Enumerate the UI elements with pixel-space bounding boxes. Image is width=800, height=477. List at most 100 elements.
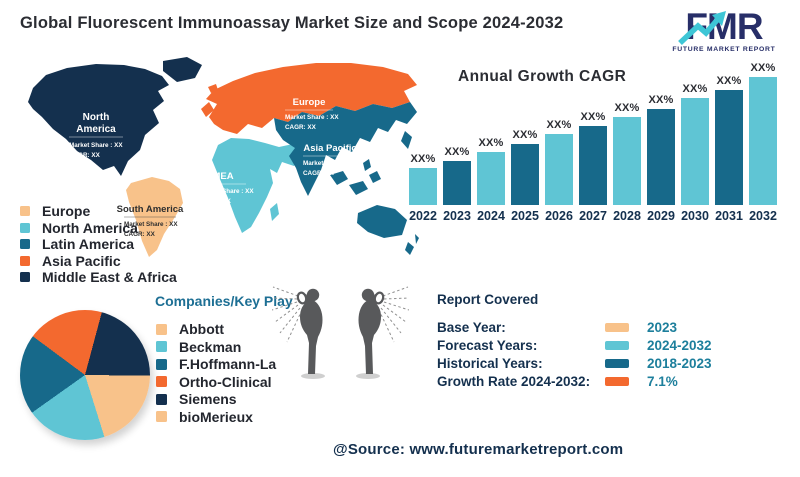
greenland-shape bbox=[163, 57, 202, 82]
iceland-shape bbox=[208, 84, 218, 93]
figure-shadow bbox=[301, 373, 325, 379]
sea-island-shape bbox=[349, 181, 368, 195]
legend-label: Abbott bbox=[179, 321, 225, 337]
sound-rays bbox=[378, 286, 409, 343]
madagascar-shape bbox=[270, 203, 279, 221]
logo-tagline: FUTURE MARKET REPORT bbox=[672, 46, 775, 53]
bar-value-label: XX% bbox=[648, 94, 674, 106]
map-region-mea bbox=[212, 138, 302, 233]
report-row-value: 2024-2032 bbox=[647, 337, 712, 353]
report-row-swatch bbox=[605, 322, 629, 332]
region-market-share: Market Share : XX bbox=[285, 114, 339, 121]
map-label-north-america: North America Market Share : XX CAGR: XX bbox=[69, 112, 123, 159]
bar-2026: XX% 2026 bbox=[545, 119, 573, 223]
legend-swatch bbox=[156, 376, 167, 387]
legend-swatch bbox=[20, 222, 30, 233]
bar-2028: XX% 2028 bbox=[613, 102, 641, 223]
bar-rect bbox=[443, 161, 471, 205]
company-list-item: bioMerieux bbox=[156, 410, 276, 424]
bar-value-label: XX% bbox=[410, 153, 436, 165]
legend-label: Europe bbox=[42, 203, 91, 219]
figure-head bbox=[306, 288, 320, 302]
bar-2024: XX% 2024 bbox=[477, 137, 505, 223]
legend-swatch bbox=[156, 393, 167, 405]
legend-swatch bbox=[156, 323, 167, 335]
bar-value-label: XX% bbox=[546, 119, 572, 131]
region-market-share: Market Share : XX bbox=[69, 142, 123, 149]
bar-year-label: 2032 bbox=[749, 209, 777, 223]
region-name: North bbox=[83, 112, 110, 123]
region-legend-item: Asia Pacific bbox=[20, 254, 177, 268]
report-covered-panel: Report Covered Base Year: 2023 Forecast Ye… bbox=[437, 292, 767, 390]
bar-rect bbox=[613, 117, 641, 205]
sea-island-shape bbox=[369, 171, 381, 183]
africa-arabia-shape bbox=[212, 138, 302, 233]
company-list-item: Ortho-Clinical bbox=[156, 375, 276, 389]
region-cagr: CAGR: XX bbox=[285, 124, 317, 131]
legend-label: Middle East & Africa bbox=[42, 269, 177, 285]
company-list-item: Siemens bbox=[156, 392, 276, 406]
report-row-value: 2018-2023 bbox=[647, 355, 712, 371]
legend-swatch bbox=[20, 206, 30, 216]
bar-rect bbox=[511, 144, 539, 205]
bar-value-label: XX% bbox=[716, 75, 742, 87]
figure-body bbox=[358, 300, 381, 374]
bar-2022: XX% 2022 bbox=[409, 153, 437, 223]
legend-swatch bbox=[20, 272, 30, 282]
announcer-megaphone-icon bbox=[356, 286, 409, 379]
world-map: North America Market Share : XX CAGR: XX… bbox=[28, 57, 419, 257]
bar-value-label: XX% bbox=[580, 111, 606, 123]
bar-year-label: 2025 bbox=[511, 209, 539, 223]
report-row: Base Year: 2023 bbox=[437, 318, 767, 336]
figure-shadow bbox=[356, 373, 380, 379]
bar-value-label: XX% bbox=[444, 146, 470, 158]
bar-year-label: 2029 bbox=[647, 209, 675, 223]
bar-value-label: XX% bbox=[682, 83, 708, 95]
bar-year-label: 2030 bbox=[681, 209, 709, 223]
bar-rect bbox=[579, 126, 607, 205]
bar-2025: XX% 2025 bbox=[511, 129, 539, 223]
bar-2030: XX% 2030 bbox=[681, 83, 709, 223]
bar-rect bbox=[647, 109, 675, 205]
australia-shape bbox=[357, 205, 407, 238]
report-row-label: Historical Years: bbox=[437, 355, 543, 371]
company-share-pie-chart bbox=[20, 310, 150, 440]
bar-rect bbox=[545, 134, 573, 205]
region-legend: Europe North America Latin America Asia Pac… bbox=[20, 204, 177, 287]
region-cagr: CAGR: XX bbox=[69, 152, 101, 159]
bar-value-label: XX% bbox=[750, 62, 776, 74]
legend-label: F.Hoffmann-La bbox=[179, 356, 277, 372]
legend-swatch bbox=[20, 255, 30, 266]
announcer-megaphone-icon bbox=[272, 286, 325, 379]
japan-shape bbox=[401, 131, 412, 149]
report-row-swatch bbox=[605, 376, 629, 386]
bar-year-label: 2022 bbox=[409, 209, 437, 223]
report-row-value: 2023 bbox=[647, 319, 678, 335]
legend-label: North America bbox=[42, 219, 138, 236]
bar-value-label: XX% bbox=[614, 102, 640, 114]
map-region-europe bbox=[201, 63, 417, 134]
megaphone-icon bbox=[296, 291, 308, 305]
bar-chart-title: Annual Growth CAGR bbox=[458, 68, 627, 85]
bar-rect bbox=[749, 77, 777, 205]
north-america-shape bbox=[28, 64, 169, 176]
sea-island-shape bbox=[330, 171, 348, 185]
asia-shape bbox=[274, 102, 417, 196]
map-region-north-america bbox=[28, 57, 202, 176]
region-cagr: CAGR: XX bbox=[124, 231, 156, 238]
region-name: Asia Pacific bbox=[303, 143, 356, 154]
legend-label: Latin America bbox=[42, 236, 135, 252]
legend-label: Ortho-Clinical bbox=[179, 373, 272, 390]
bar-2032: XX% 2032 bbox=[749, 62, 777, 223]
map-label-asia-pacific: Asia Pacific Market Share : XX CAGR: XX bbox=[303, 143, 357, 177]
map-label-mea: MEA Market Share : XX CAGR: XX bbox=[200, 171, 254, 205]
report-row-swatch bbox=[605, 340, 629, 350]
region-market-share: Market Share : XX bbox=[303, 160, 357, 167]
europe-shape bbox=[206, 63, 417, 134]
report-row: Forecast Years: 2024-2032 bbox=[437, 336, 767, 354]
map-label-south-america: South America Market Share : XX CAGR: XX bbox=[117, 204, 184, 238]
legend-swatch bbox=[156, 341, 167, 352]
company-list-item: F.Hoffmann-La bbox=[156, 357, 276, 371]
bar-rect bbox=[715, 90, 743, 205]
